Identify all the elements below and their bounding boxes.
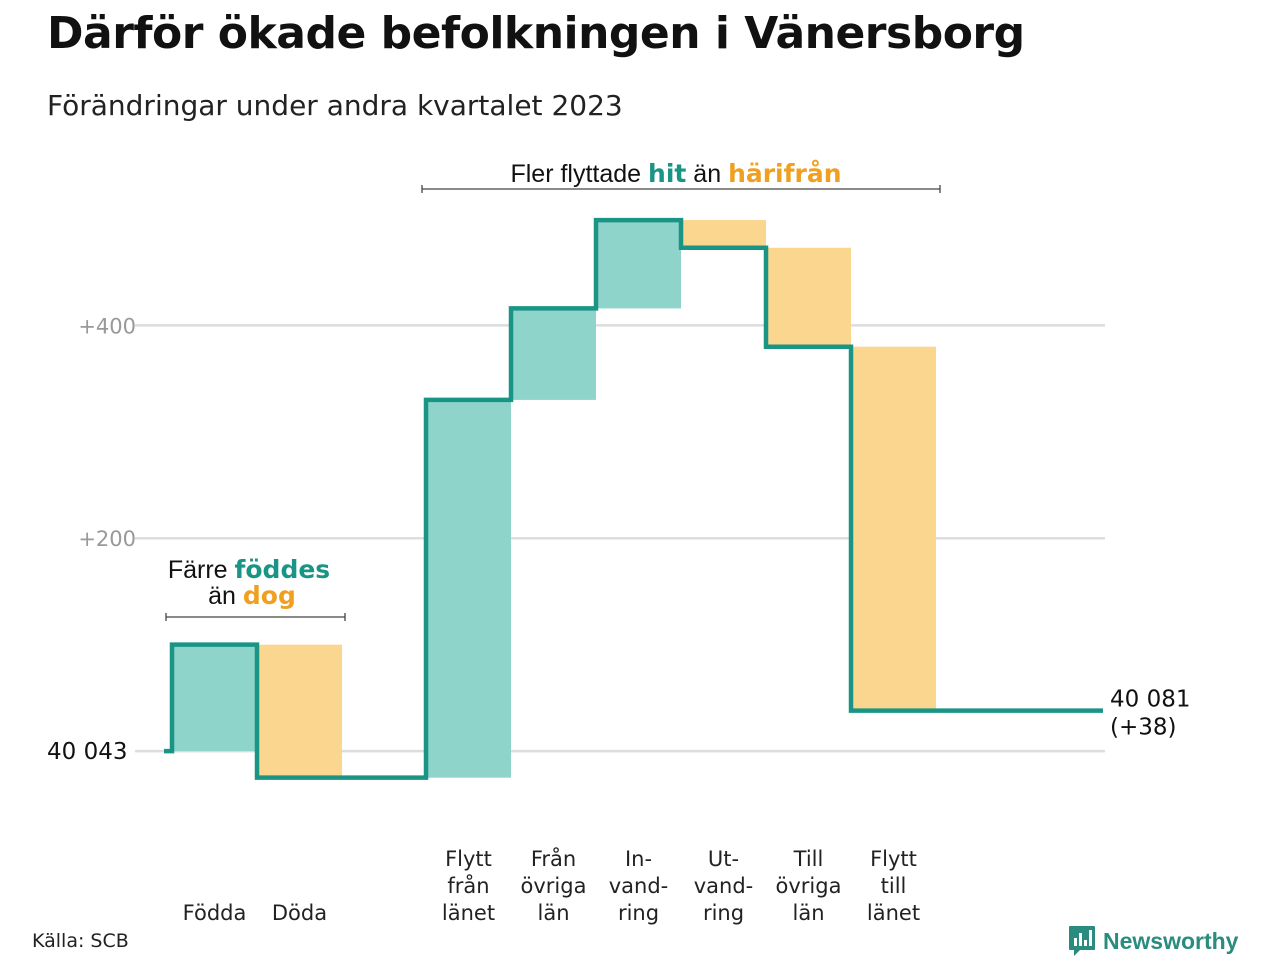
x-category-label: vand- [609,874,669,898]
natural-change-annotation-line2: än dog [208,581,296,610]
bar-outflow [681,220,766,248]
x-category-label: Ut- [708,847,739,871]
x-category-label: län [537,901,569,925]
x-category-label: ring [703,901,744,925]
x-category-label: länet [442,901,495,925]
x-category-label: Till [793,847,824,871]
bar-outflow [851,346,936,711]
x-category-label: In- [625,847,652,871]
x-category-label: vand- [694,874,754,898]
bar-inflow [511,308,596,400]
y-tick-label: +400 [78,314,136,338]
x-category-label: Döda [272,901,327,925]
x-category-label: Flytt [870,847,917,871]
chart-subtitle: Förändringar under andra kvartalet 2023 [47,89,623,122]
bar-inflow [426,399,511,778]
x-category-label: länet [867,901,920,925]
x-category-label: län [792,901,824,925]
end-value-label: 40 081 [1110,687,1190,713]
bar-outflow [766,247,851,347]
x-category-label: till [881,874,907,898]
start-value-label: 40 043 [47,739,127,765]
migration-annotation: Fler flyttade hit än härifrån [510,159,841,188]
bar-outflow [257,644,342,778]
x-category-label: Flytt [445,847,492,871]
natural-change-annotation-line1: Färre föddes [168,555,330,584]
x-category-label: övriga [521,874,587,898]
x-category-label: övriga [776,874,842,898]
y-tick-label: +200 [78,527,136,551]
newsworthy-logo: Newsworthy [1068,924,1238,958]
x-category-label: Från [531,846,576,871]
x-category-label: ring [618,901,659,925]
x-category-label: Födda [183,901,247,925]
bar-inflow [596,220,681,309]
x-category-label: från [447,873,489,898]
logo-text: Newsworthy [1103,927,1239,954]
source-note: Källa: SCB [32,930,129,952]
bar-inflow [172,644,257,752]
bar-chart-logo-icon [1069,926,1095,956]
chart-title: Därför ökade befolkningen i Vänersborg [47,8,1025,59]
cumulative-step-line [164,217,1103,780]
end-change-label: (+38) [1110,715,1176,741]
